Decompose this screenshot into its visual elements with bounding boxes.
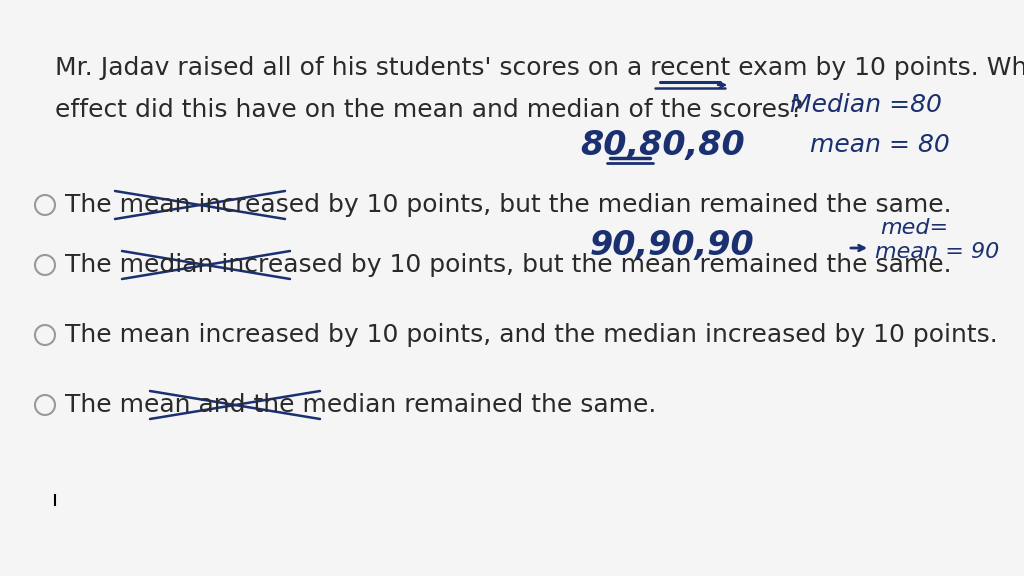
Text: The mean increased by 10 points, but the median remained the same.: The mean increased by 10 points, but the… [65,193,951,217]
Text: Mr. Jadav raised all of his students' scores on a recent exam by 10 points. What: Mr. Jadav raised all of his students' sc… [55,56,1024,80]
Text: The mean and the median remained the same.: The mean and the median remained the sam… [65,393,656,417]
Text: mean = 90: mean = 90 [874,242,999,262]
Text: 80,80,80: 80,80,80 [580,128,744,161]
Text: mean = 80: mean = 80 [810,133,949,157]
Text: effect did this have on the mean and median of the scores?: effect did this have on the mean and med… [55,98,804,122]
Text: Median =80: Median =80 [790,93,942,117]
Text: The median increased by 10 points, but the mean remained the same.: The median increased by 10 points, but t… [65,253,951,277]
Text: 90,90,90: 90,90,90 [590,229,755,262]
Text: med=: med= [880,218,948,238]
Text: The mean increased by 10 points, and the median increased by 10 points.: The mean increased by 10 points, and the… [65,323,997,347]
